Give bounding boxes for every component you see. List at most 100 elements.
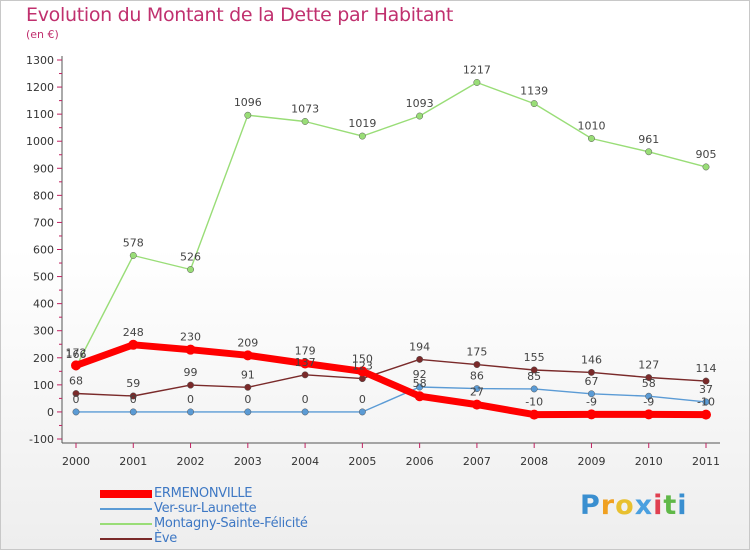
data-label-ermenonville: 27 [470,386,484,399]
y-tick-label: 1200 [26,81,54,94]
data-point-montagny-sainte-felicite [645,148,653,156]
data-label-montagny-sainte-felicite: 1073 [291,102,319,115]
data-label-ermenonville: 179 [295,344,316,357]
logo-letter: i [677,490,688,521]
data-point-ver-sur-launette [301,408,309,416]
data-point-eve [645,374,653,381]
y-tick-label: 500 [33,271,54,284]
legend-label-eve: Ève [154,531,178,546]
x-tick-label: 2005 [348,455,376,468]
logo-letter: o [615,490,635,521]
data-point-montagny-sainte-felicite [473,79,481,86]
data-point-ermenonville [701,409,711,420]
data-point-ermenonville [71,360,81,371]
legend-label-ver-sur-launette: Ver-sur-Launette [154,501,257,516]
data-point-ermenonville [471,399,482,410]
y-tick-label: 900 [33,162,54,175]
data-label-montagny-sainte-felicite: 1010 [577,120,605,133]
y-tick-label: 700 [33,216,54,229]
y-tick-label: -100 [29,433,54,446]
data-label-ver-sur-launette: 85 [527,370,541,383]
data-label-ermenonville: 150 [352,352,373,365]
data-label-eve: 155 [524,351,545,364]
series-line-ermenonville [72,341,710,419]
y-tick-label: 100 [33,379,54,392]
x-tick-label: 2011 [692,455,720,468]
x-tick-label: 2009 [577,455,605,468]
data-label-eve: 59 [126,377,140,390]
data-point-ermenonville [357,366,368,377]
chart-series [71,79,711,420]
data-label-eve: 127 [638,359,659,372]
data-label-montagny-sainte-felicite: 1096 [234,96,262,109]
data-point-ermenonville [586,409,597,420]
x-tick-label: 2002 [177,455,205,468]
data-point-ermenonville [185,344,196,355]
data-label-montagny-sainte-felicite: 1217 [463,63,491,76]
x-tick-label: 2008 [520,455,548,468]
data-label-ver-sur-launette: 0 [359,393,366,406]
y-tick-label: 800 [33,189,54,202]
data-label-montagny-sainte-felicite: 166 [66,348,87,361]
data-point-ver-sur-launette [244,408,252,416]
data-label-ermenonville: 230 [180,331,201,344]
data-point-eve [358,375,366,383]
y-tick-label: 1100 [26,108,54,121]
data-point-eve [702,377,710,385]
data-label-ermenonville: 209 [237,336,258,349]
data-point-eve [187,381,194,389]
data-point-ermenonville [242,350,253,361]
data-point-montagny-sainte-felicite [588,135,595,142]
data-label-eve: 137 [295,356,316,369]
data-point-ver-sur-launette [588,390,595,398]
x-tick-label: 2007 [463,455,491,468]
data-label-ver-sur-launette: 0 [302,393,309,406]
data-label-eve: 114 [696,362,717,375]
series-line-eve [75,358,707,397]
y-tick-label: 0 [47,406,54,419]
data-point-ver-sur-launette [530,385,538,393]
data-label-montagny-sainte-felicite: 905 [696,148,717,161]
data-label-eve: 68 [69,375,83,388]
data-point-ver-sur-launette [72,408,80,416]
logo-letter: t [663,490,678,521]
legend-swatch-montagny-sainte-felicite [100,523,152,525]
data-label-ermenonville: -9 [586,395,597,408]
data-point-eve [473,361,481,369]
data-label-eve: 194 [409,340,430,353]
y-tick-label: 400 [33,298,54,311]
logo-letter: i [653,490,664,521]
data-point-eve [301,371,309,379]
data-label-ver-sur-launette: 86 [470,370,484,383]
data-label-ver-sur-launette: 58 [642,377,656,390]
legend-swatch-ver-sur-launette [100,508,152,510]
x-tick-label: 2006 [406,455,434,468]
y-tick-label: 1300 [26,54,54,67]
legend-swatch-eve [100,538,152,540]
data-label-ermenonville: -10 [525,396,543,409]
data-point-eve [129,392,137,400]
data-label-ermenonville: 58 [413,377,427,390]
data-label-eve: 175 [466,346,487,359]
data-point-eve [244,383,252,391]
data-label-ermenonville: 248 [123,326,144,339]
data-label-montagny-sainte-felicite: 961 [638,133,659,146]
chart-data-labels: 172 248 230 209 179 150 58 27 -10 -9 -9 -10 0 0 0 0 0 0 92… [66,63,717,408]
data-label-ermenonville: 172 [66,346,87,359]
data-label-ver-sur-launette: 0 [244,393,251,406]
legend-swatch-ermenonville [100,490,152,498]
data-label-eve: 91 [241,368,255,381]
data-label-montagny-sainte-felicite: 1139 [520,85,548,98]
data-point-montagny-sainte-felicite [129,252,137,259]
data-point-montagny-sainte-felicite [530,100,538,108]
x-tick-label: 2004 [291,455,319,468]
data-point-eve [416,355,424,363]
data-point-montagny-sainte-felicite [187,266,194,273]
data-point-eve [72,390,80,397]
proxiti-logo: Proxiti [580,490,688,521]
data-label-montagny-sainte-felicite: 578 [123,236,144,249]
data-point-ver-sur-launette [416,383,424,391]
data-label-ver-sur-launette: 37 [699,383,713,396]
data-point-eve [530,366,538,374]
data-point-ver-sur-launette [187,408,194,416]
